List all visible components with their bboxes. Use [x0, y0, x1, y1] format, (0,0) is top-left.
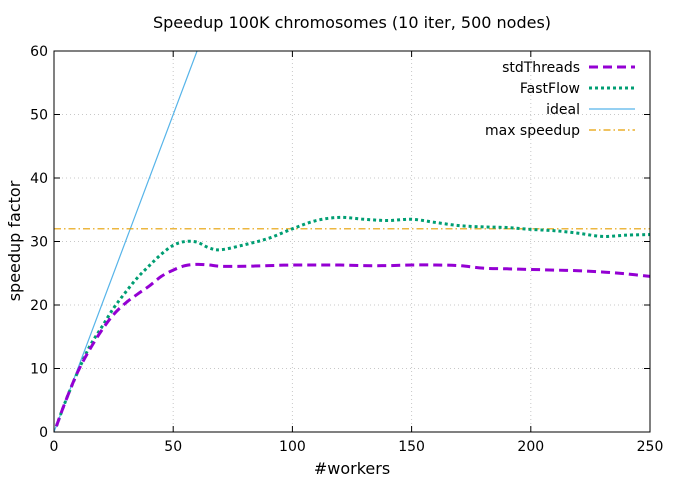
- y-axis-label: speedup factor: [5, 180, 24, 301]
- y-tick-label: 20: [30, 298, 48, 314]
- series-line-fastflow: [54, 215, 650, 427]
- y-tick-label: 50: [30, 108, 48, 124]
- legend-label-max-speedup: max speedup: [485, 123, 580, 139]
- x-axis-label: #workers: [314, 459, 390, 478]
- series-line-stdthreads: [54, 262, 650, 427]
- y-tick-label: 30: [30, 235, 48, 251]
- series-layer: [54, 51, 650, 432]
- legend-label-fastflow: FastFlow: [520, 81, 580, 97]
- legend-label-stdthreads: stdThreads: [502, 60, 580, 76]
- x-tick-label: 0: [50, 439, 59, 455]
- x-tick-label: 150: [398, 439, 425, 455]
- x-tick-label: 50: [164, 439, 182, 455]
- axis-ticks: 0 50 100 150 200 250 0 10 20 30 40 50 60: [30, 44, 663, 455]
- y-tick-label: 10: [30, 362, 48, 378]
- chart-title: Speedup 100K chromosomes (10 iter, 500 n…: [153, 13, 551, 32]
- grid-lines: [54, 51, 650, 432]
- legend: stdThreads FastFlow ideal max speedup: [485, 60, 635, 139]
- x-tick-label: 100: [279, 439, 306, 455]
- legend-label-ideal: ideal: [546, 102, 580, 118]
- y-tick-label: 40: [30, 171, 48, 187]
- y-tick-label: 0: [39, 425, 48, 441]
- x-tick-label: 250: [637, 439, 664, 455]
- x-tick-label: 200: [517, 439, 544, 455]
- y-tick-label: 60: [30, 44, 48, 60]
